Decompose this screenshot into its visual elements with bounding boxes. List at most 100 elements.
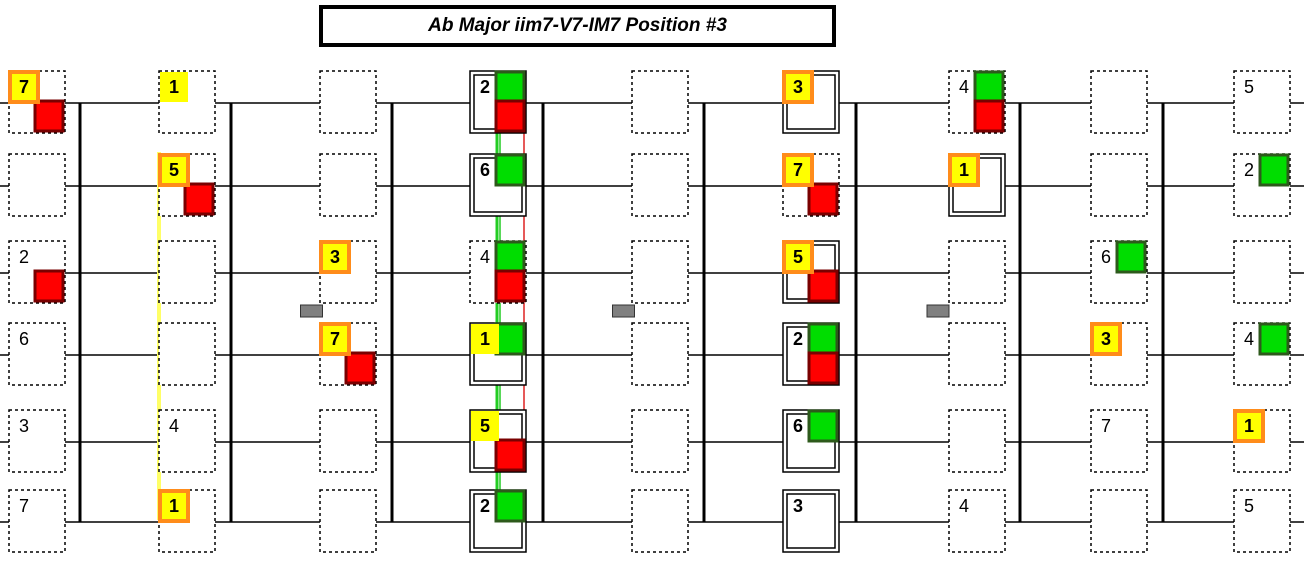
degree-highlight	[8, 70, 40, 104]
scale-degree-label: 1	[169, 496, 179, 516]
scale-degree-label: 2	[480, 496, 490, 516]
scale-degree-label: 7	[19, 496, 29, 516]
fret-bar-8	[1161, 103, 1165, 522]
cell-box-dotted	[1090, 409, 1148, 473]
scale-degree-label: 6	[793, 416, 803, 436]
scale-degree-label: 2	[1244, 160, 1254, 180]
fret-cell	[158, 322, 216, 386]
fret-cell	[319, 153, 377, 217]
scale-degree-label: 4	[169, 416, 179, 436]
cell-box-dotted	[1233, 240, 1291, 304]
fret-cell	[8, 153, 66, 217]
scale-degree-label: 1	[480, 329, 490, 349]
green-note-marker	[1258, 322, 1290, 356]
fret-bar-3	[390, 103, 394, 522]
fret-cell: 6	[8, 322, 66, 386]
fret-cell	[1233, 240, 1291, 304]
fret-cell: 1	[158, 70, 216, 134]
fret-cell	[948, 240, 1006, 304]
fret-cell: 3	[319, 240, 377, 304]
red-note-marker	[807, 182, 839, 216]
fret-bar-7	[1018, 103, 1022, 522]
cell-box-inner	[786, 493, 836, 549]
scale-degree-label: 5	[169, 160, 179, 180]
cell-box-dotted	[319, 153, 377, 217]
green-note-marker	[494, 70, 526, 104]
green-note-marker	[1258, 153, 1290, 187]
cell-box-dotted	[319, 409, 377, 473]
scale-degree-label: 3	[19, 416, 29, 436]
fret-cell: 1	[469, 322, 527, 386]
scale-degree-label: 3	[793, 496, 803, 516]
red-note-marker	[807, 269, 839, 303]
scale-degree-label: 1	[169, 77, 179, 97]
fret-cell: 5	[469, 409, 527, 473]
scale-degree-label: 1	[959, 160, 969, 180]
degree-highlight	[158, 489, 190, 523]
fret-cell: 2	[469, 489, 527, 553]
fret-cell: 1	[1233, 409, 1291, 473]
fret-cell: 3	[8, 409, 66, 473]
fret-inlay-marker	[926, 304, 950, 318]
red-note-marker	[183, 182, 215, 216]
scale-degree-label: 5	[1244, 496, 1254, 516]
red-note-marker	[973, 99, 1005, 133]
degree-highlight	[471, 411, 499, 441]
green-note-marker	[494, 322, 526, 356]
scale-degree-label: 6	[19, 329, 29, 349]
fret-cell: 4	[948, 70, 1006, 134]
green-note-marker	[807, 322, 839, 356]
scale-degree-label: 6	[1101, 247, 1111, 267]
fret-cell: 6	[1090, 240, 1148, 304]
degree-highlight	[471, 324, 499, 354]
fret-cell: 5	[1233, 489, 1291, 553]
fret-cell: 2	[782, 322, 840, 386]
degree-highlight	[948, 153, 980, 187]
green-note-marker	[1115, 240, 1147, 274]
cell-box-dotted	[8, 489, 66, 553]
scale-degree-label: 3	[330, 247, 340, 267]
cell-box-dotted	[8, 409, 66, 473]
fret-inlay-marker	[300, 304, 323, 318]
scale-degree-label: 6	[480, 160, 490, 180]
fret-cell: 6	[469, 153, 527, 217]
fret-cell	[319, 70, 377, 134]
scale-degree-label: 4	[480, 247, 490, 267]
scale-degree-label: 2	[793, 329, 803, 349]
degree-highlight	[319, 322, 351, 356]
cell-box-dotted	[1090, 70, 1148, 134]
degree-highlight	[782, 153, 814, 187]
cell-box-outer	[782, 489, 840, 553]
fret-cell: 2	[8, 240, 66, 304]
fret-cell: 7	[319, 322, 377, 386]
fret-cell	[631, 153, 689, 217]
fret-cell	[1090, 489, 1148, 553]
cell-box-dotted	[631, 153, 689, 217]
fret-cell: 2	[1233, 153, 1291, 217]
fret-cell: 1	[158, 489, 216, 553]
fret-cell	[319, 409, 377, 473]
cell-box-dotted	[1090, 489, 1148, 553]
degree-highlight	[782, 70, 814, 104]
degree-highlight	[1090, 322, 1122, 356]
scale-degree-label: 4	[1244, 329, 1254, 349]
fret-cell: 5	[1233, 70, 1291, 134]
cell-box-dotted	[1233, 489, 1291, 553]
red-note-marker	[494, 99, 526, 133]
scale-degree-label: 5	[480, 416, 490, 436]
fret-cell: 3	[1090, 322, 1148, 386]
green-note-marker	[494, 240, 526, 274]
fret-cell: 3	[782, 70, 840, 134]
fret-bar-6	[854, 103, 858, 522]
cell-box-dotted	[158, 409, 216, 473]
fret-bar-4	[541, 103, 545, 522]
scale-degree-label: 4	[959, 496, 969, 516]
cell-box-dotted	[8, 322, 66, 386]
cell-box-dotted	[319, 489, 377, 553]
fret-cell	[631, 322, 689, 386]
fret-cell: 7	[8, 70, 66, 134]
green-note-marker	[807, 409, 839, 443]
degree-highlight	[782, 240, 814, 274]
cell-box-dotted	[1233, 70, 1291, 134]
